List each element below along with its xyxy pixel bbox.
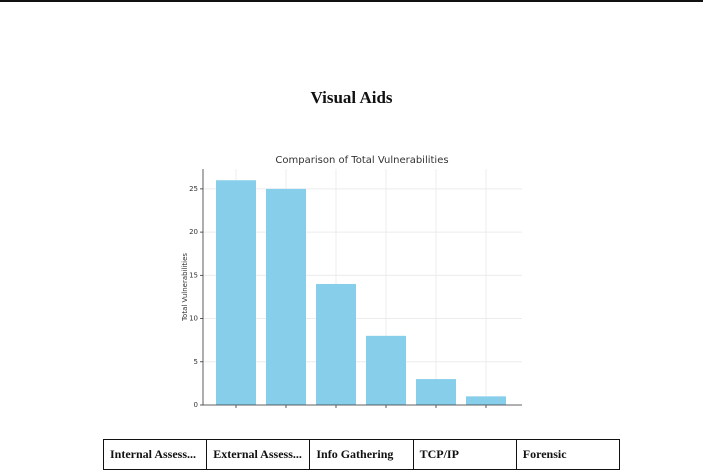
y-tick-label: 20 bbox=[189, 228, 198, 236]
table-cell: External Assess... bbox=[206, 439, 311, 470]
y-tick-label: 5 bbox=[194, 358, 198, 366]
y-tick-label: 25 bbox=[189, 185, 198, 193]
table-row: Internal Assess... External Assess... Info… bbox=[102, 439, 621, 470]
bar bbox=[316, 283, 356, 405]
y-tick-label: 15 bbox=[189, 271, 198, 279]
table-cell: Internal Assess... bbox=[102, 439, 208, 470]
bar bbox=[216, 180, 256, 405]
bar bbox=[416, 379, 456, 405]
table-cell: TCP/IP bbox=[412, 439, 517, 470]
y-tick-label: 0 bbox=[194, 401, 198, 409]
chart: Comparison of Total Vulnerabilities Tota… bbox=[181, 155, 522, 409]
bar bbox=[366, 335, 406, 405]
table: Internal Assess... External Assess... Info… bbox=[102, 439, 621, 470]
chart-title: Comparison of Total Vulnerabilities bbox=[275, 155, 448, 166]
bar bbox=[466, 396, 506, 405]
table-cell: Info Gathering bbox=[309, 439, 414, 470]
y-axis-label: Total Vulnerabilities bbox=[181, 253, 189, 322]
table-cell: Forensic bbox=[515, 439, 621, 470]
bar bbox=[266, 188, 306, 405]
heading: Visual Aids bbox=[310, 88, 393, 107]
y-tick-label: 10 bbox=[189, 315, 198, 323]
